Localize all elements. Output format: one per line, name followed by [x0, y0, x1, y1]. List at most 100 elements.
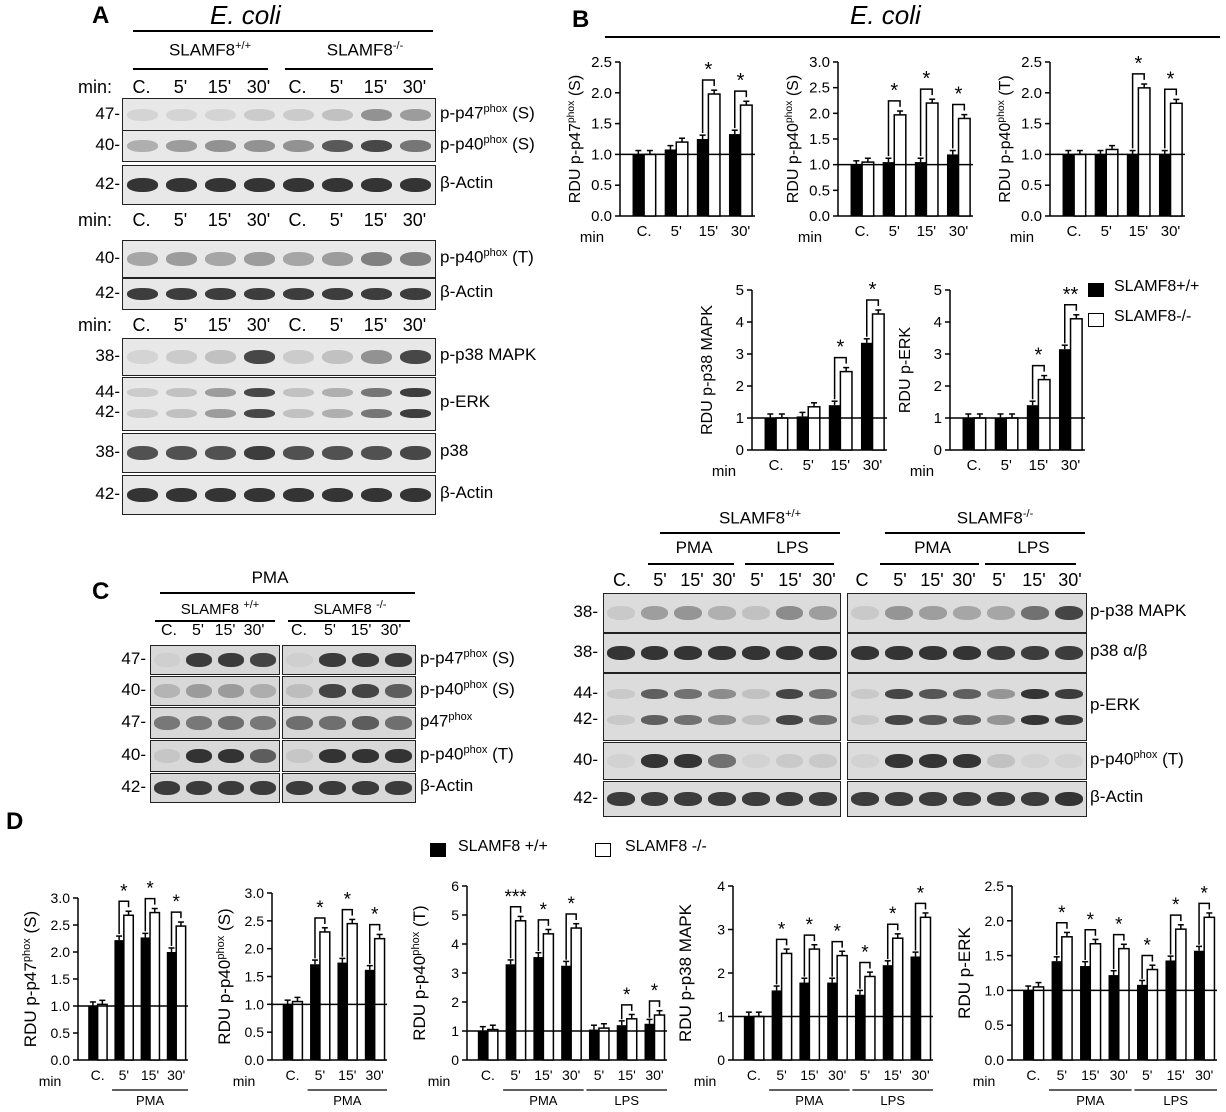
- panel-a-time-point: 5': [329, 210, 344, 230]
- chart-x-tick-label: 30': [949, 223, 969, 240]
- chart-x-tick-label: 5': [315, 1067, 325, 1083]
- panel-a-genotype-wt: SLAMF8+/+: [168, 40, 252, 60]
- chart-y-tick-label: 2.5: [51, 917, 71, 933]
- group-label: LPS: [880, 1093, 905, 1108]
- blot-band: [322, 178, 353, 192]
- bar-chart: 0.0 0.5 1.0 1.5 2.0 2.5 RDU p-ERK C. 5' * 15' * 30' *…: [955, 878, 1217, 1108]
- blot-band: [385, 781, 412, 795]
- blot-band: [919, 715, 947, 726]
- blot-band: [154, 749, 180, 763]
- blot-band: [674, 606, 703, 620]
- significance-bracket: [803, 934, 816, 977]
- blot-band: [851, 688, 879, 699]
- panel-c-right-blot: [847, 781, 1087, 817]
- bar-wt: [140, 937, 151, 1060]
- chart-x-tick-label: 5': [119, 1067, 129, 1083]
- bar-ko: [808, 948, 821, 1061]
- blot-band: [361, 408, 392, 418]
- panel-c-right-blot-label: β-Actin: [1090, 787, 1144, 806]
- panel-c-right-treatment-line: [745, 563, 834, 565]
- blot-band: [361, 350, 392, 364]
- chart-x-tick-label: C.: [855, 223, 870, 240]
- blot-band: [919, 754, 947, 768]
- bar-chart: 0 1 2 3 4 5 RDU p-p38 MAPK C. 5' 15' * 30' * min: [699, 279, 887, 480]
- blot-band: [953, 715, 981, 726]
- blot-band: [283, 446, 314, 460]
- panel-c-right-time-point: 5': [893, 570, 907, 590]
- significance-bracket: [1131, 73, 1145, 149]
- panel-c-right-treatment-line: [880, 563, 979, 565]
- panel-c-right-time-point: C: [855, 570, 869, 590]
- blot-band: [708, 688, 736, 699]
- blot-band: [361, 252, 392, 266]
- blot-band: [1055, 688, 1083, 699]
- bar-ko: [891, 937, 904, 1061]
- blot-band: [953, 754, 981, 768]
- panel-c-time-point: C.: [291, 622, 307, 639]
- panel-c-right-time-point: 30': [952, 570, 976, 590]
- blot-band: [385, 749, 412, 763]
- blot-band: [640, 646, 669, 660]
- bar-ko: [893, 114, 907, 217]
- significance-mark: *: [540, 900, 548, 921]
- chart-y-tick-label: 0: [717, 1052, 725, 1068]
- group-label: PMA: [333, 1093, 362, 1108]
- bar-ko: [1137, 87, 1151, 217]
- bar-ko: [625, 1018, 638, 1061]
- significance-bracket: [1164, 88, 1178, 149]
- blot-band: [186, 716, 212, 730]
- chart-x-tick-label: 15': [884, 1067, 902, 1083]
- blot-band: [322, 446, 353, 460]
- blot-band: [953, 792, 981, 806]
- chart-y-tick-label: 3: [717, 922, 725, 938]
- significance-mark: *: [344, 890, 352, 911]
- blot-band: [809, 792, 837, 806]
- blot-band: [218, 716, 244, 730]
- bar-wt: [632, 154, 645, 216]
- chart-y-tick-label: 1.0: [591, 146, 612, 163]
- blot-band: [385, 653, 412, 667]
- significance-mark: *: [120, 881, 128, 902]
- chart-y-tick-label: 3.0: [245, 885, 265, 901]
- blot-band: [250, 684, 276, 698]
- bar-ko: [864, 975, 876, 1061]
- significance-bracket: [1198, 902, 1211, 945]
- bar-ko: [149, 911, 161, 1061]
- blot-band: [400, 350, 431, 364]
- panel-a-blot: [122, 433, 436, 473]
- panel-c-blot: [150, 707, 280, 739]
- chart-y-tick-label: 5: [934, 282, 942, 299]
- panel-c-right-time-point: 15': [778, 570, 802, 590]
- bar-ko: [1146, 968, 1159, 1061]
- significance-mark: *: [1034, 345, 1042, 367]
- chart-x-tick-label: 15': [800, 1067, 818, 1083]
- panel-a-mw-marker: 38-: [95, 346, 120, 365]
- bar-ko: [675, 141, 689, 217]
- blot-band: [205, 488, 236, 502]
- significance-mark: *: [1058, 903, 1066, 924]
- panel-a-blot-label: p-p40phox (T): [440, 247, 534, 267]
- blot-band: [322, 388, 353, 398]
- panel-c-right-blot-label: p-p40phox (T): [1090, 749, 1184, 769]
- blot-band: [400, 388, 431, 398]
- blot-band: [400, 408, 431, 418]
- blot-band: [708, 792, 736, 806]
- blot-band: [218, 684, 244, 698]
- blot-band: [205, 252, 236, 266]
- chart-xlabel: min: [694, 1073, 717, 1089]
- panel-a-genotype-ko: SLAMF8-/-: [326, 40, 404, 60]
- panel-c-blot: [282, 676, 416, 706]
- panel-c-treatment: PMA: [251, 568, 289, 587]
- bar-ko: [775, 417, 789, 451]
- blot-band: [319, 749, 346, 763]
- chart-y-tick-label: 0: [451, 1052, 459, 1068]
- bar-ko: [861, 161, 875, 217]
- chart-xlabel: min: [580, 229, 604, 246]
- panel-a-time-point: C.: [132, 210, 151, 230]
- panel-c-right-blot-label: p-ERK: [1090, 695, 1141, 714]
- bar-wt: [850, 164, 863, 216]
- blot-band: [127, 140, 158, 152]
- panel-letter-a: A: [92, 2, 110, 29]
- blot-band: [283, 252, 314, 266]
- blot-band: [1055, 606, 1083, 620]
